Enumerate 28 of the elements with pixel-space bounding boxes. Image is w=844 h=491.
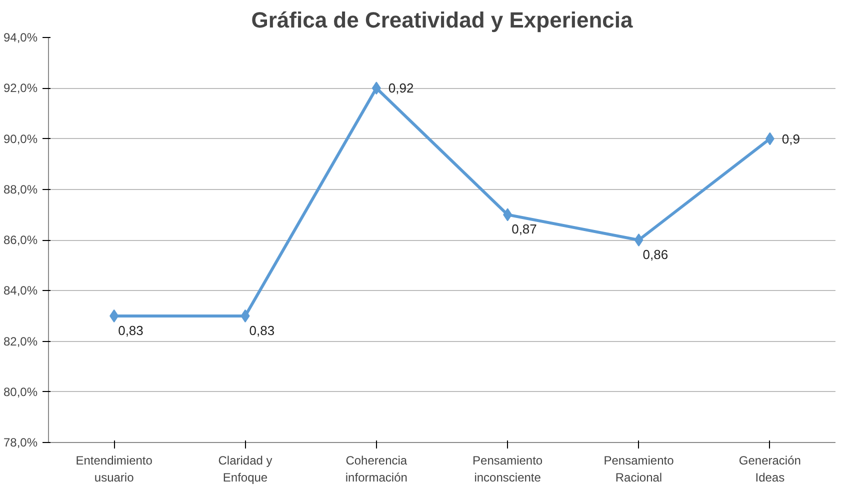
point (110, 309, 119, 322)
y-tick-label: 86,0% (3, 233, 38, 247)
y-tick-label: 84,0% (3, 284, 38, 298)
x-tick-label: Entendimiento usuario (76, 454, 153, 484)
point (503, 208, 512, 222)
point (765, 132, 774, 146)
point (634, 234, 644, 246)
x-tick-label: Generación Ideas (738, 454, 801, 484)
x-tick-label: Claridad y Enfoque (218, 454, 272, 484)
data-label: 0,87 (512, 222, 537, 237)
x-tick-label: Pensamiento Racional (604, 454, 674, 484)
chart-title: Gráfica de Creatividad y Experiencia (251, 8, 634, 32)
data-label: 0,92 (388, 80, 414, 96)
y-tick-label: 92,0% (3, 81, 38, 96)
point (240, 309, 250, 322)
x-tick-label: Coherencia información (345, 454, 408, 484)
y-tick-label: 88,0% (3, 182, 38, 196)
data-label: 0,83 (249, 322, 275, 338)
y-tick-label: 82,0% (3, 334, 38, 348)
point (372, 82, 381, 95)
y-tick-label: 90,0% (3, 132, 38, 146)
y-tick-label: 80,0% (3, 384, 38, 399)
data-label: 0,83 (118, 322, 144, 338)
data-label: 0,9 (782, 131, 800, 146)
y-tick-label: 94,0% (3, 30, 38, 44)
x-tick-label: Pensamiento inconsciente (472, 454, 543, 484)
data-label: 0,86 (642, 247, 668, 262)
y-tick-label: 78,0% (3, 436, 38, 450)
